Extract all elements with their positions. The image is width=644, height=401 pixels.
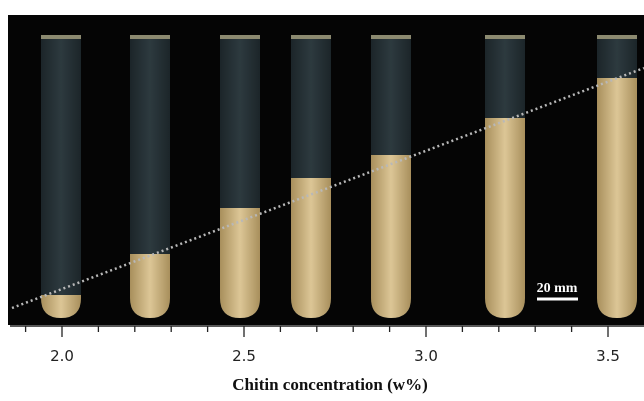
- gel: [291, 178, 331, 318]
- tick-label: 3.0: [414, 347, 438, 365]
- tube-rim: [371, 35, 411, 39]
- tick-label: 2.5: [232, 347, 256, 365]
- gel: [485, 118, 525, 318]
- tube: [41, 37, 81, 318]
- axis-title: Chitin concentration (w%): [232, 375, 427, 394]
- gel: [597, 78, 637, 318]
- gel: [41, 295, 81, 318]
- scale-label: 20 mm: [537, 281, 578, 296]
- tube-rim: [130, 35, 170, 39]
- axis-ticks: 2.0 2.5 3.0 3.5: [24, 326, 620, 365]
- gel: [220, 208, 260, 318]
- tube-rim: [220, 35, 260, 39]
- tube-rim: [597, 35, 637, 39]
- tube-rim: [291, 35, 331, 39]
- gel: [130, 254, 170, 318]
- tick-label: 2.0: [50, 347, 74, 365]
- test-tubes: [41, 35, 637, 318]
- tube-rim: [485, 35, 525, 39]
- tube: [130, 37, 170, 318]
- gel: [371, 155, 411, 318]
- tick-label: 3.5: [596, 347, 620, 365]
- tube-rim: [41, 35, 81, 39]
